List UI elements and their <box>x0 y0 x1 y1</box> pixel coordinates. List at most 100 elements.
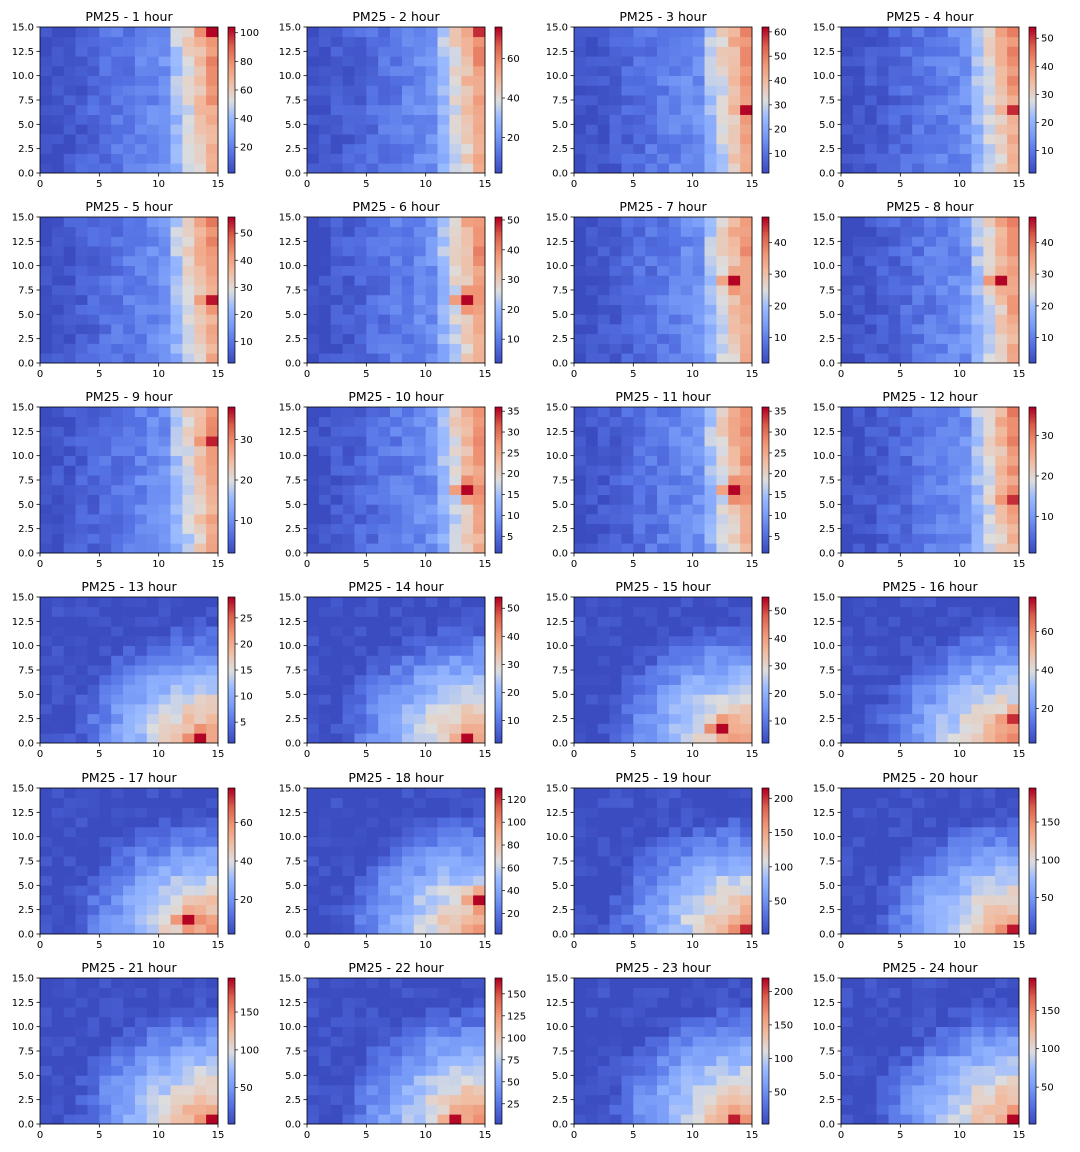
heatmap-cell <box>437 246 450 257</box>
colorbar-segment <box>1029 506 1036 510</box>
heatmap-cell <box>995 665 1008 676</box>
heatmap-cell <box>1007 694 1020 705</box>
heatmap-cell <box>900 104 913 115</box>
heatmap-cell <box>63 134 76 145</box>
heatmap-cell <box>449 655 462 666</box>
colorbar-segment <box>1029 450 1036 454</box>
panel-title: PM25 - 5 hour <box>85 199 173 214</box>
heatmap-cell <box>390 533 403 544</box>
heatmap-cell <box>704 163 717 174</box>
heatmap-cell <box>876 445 889 457</box>
colorbar-segment <box>762 436 769 440</box>
colorbar-segment <box>1029 518 1036 522</box>
heatmap-cell <box>413 723 427 734</box>
colorbar-segment <box>1029 170 1036 174</box>
colorbar-segment <box>495 129 502 133</box>
colorbar-segment <box>495 75 502 79</box>
heatmap-cell <box>401 95 415 106</box>
heatmap-cell <box>983 543 996 554</box>
colorbar-segment <box>762 679 769 683</box>
colorbar-segment <box>495 73 502 77</box>
heatmap-cell <box>585 733 599 744</box>
heatmap-cell <box>704 246 717 257</box>
colorbar-segment <box>228 39 235 42</box>
heatmap-cell <box>75 465 88 476</box>
heatmap-cell <box>609 134 622 145</box>
heatmap-cell <box>401 236 415 247</box>
colorbar-segment <box>495 504 502 508</box>
heatmap-cell <box>621 475 634 486</box>
heatmap-cell <box>912 153 925 164</box>
heatmap-cell <box>888 436 901 447</box>
colorbar-segment <box>762 338 769 342</box>
heatmap-cell <box>318 543 332 554</box>
colorbar-segment <box>495 302 502 305</box>
y-tick-label: 15.0 <box>546 23 568 34</box>
heatmap-cell <box>401 645 415 656</box>
colorbar-segment <box>495 355 502 359</box>
heatmap-cell <box>99 65 112 77</box>
heatmap-cell <box>40 674 53 685</box>
heatmap-cell <box>971 426 984 437</box>
colorbar-segment <box>495 358 502 361</box>
heatmap-cell <box>75 626 88 637</box>
heatmap-cell <box>146 626 160 637</box>
heatmap-cell <box>40 635 53 647</box>
heatmap-cell <box>680 635 694 647</box>
heatmap-cell <box>704 504 717 515</box>
heatmap-cell <box>841 704 854 715</box>
heatmap-cell <box>330 114 343 125</box>
colorbar-segment <box>1029 499 1036 503</box>
heatmap-cell <box>437 416 450 427</box>
heatmap-cell <box>318 626 332 637</box>
heatmap-cell <box>134 645 148 656</box>
colorbar-segment <box>228 34 235 38</box>
heatmap-cell <box>692 704 705 715</box>
heatmap-cell <box>413 674 427 685</box>
heatmap-cell <box>864 27 877 38</box>
heatmap-cell <box>473 314 486 325</box>
colorbar-segment <box>495 39 502 42</box>
colorbar-segment <box>495 691 502 695</box>
heatmap-cell <box>574 353 587 364</box>
heatmap-cell <box>645 416 658 427</box>
heatmap-cell <box>318 294 332 305</box>
heatmap-cell <box>657 353 670 364</box>
y-tick-label: 10.0 <box>546 451 568 462</box>
heatmap-cell <box>194 416 207 427</box>
heatmap-cell <box>935 333 949 344</box>
colorbar-segment <box>762 652 769 656</box>
heatmap-cell <box>413 343 427 354</box>
colorbar-segment <box>1029 431 1036 435</box>
heatmap-cell <box>924 114 937 125</box>
heatmap-cell <box>206 465 219 476</box>
colorbar-segment <box>495 484 502 488</box>
heatmap-cell <box>318 75 332 86</box>
heatmap-cell <box>366 75 379 86</box>
colorbar-segment <box>228 168 235 171</box>
heatmap-cell <box>437 616 450 627</box>
heatmap-cell <box>668 455 682 466</box>
heatmap-cell <box>728 333 741 344</box>
colorbar-segment <box>1029 545 1036 549</box>
heatmap-cell <box>194 465 207 476</box>
heatmap-cell <box>983 134 996 145</box>
heatmap-cell <box>971 723 984 734</box>
heatmap-cell <box>574 504 587 515</box>
heatmap-cell <box>461 674 474 685</box>
heatmap-cell <box>194 275 207 286</box>
heatmap-cell <box>645 236 658 247</box>
heatmap-cell <box>716 475 729 486</box>
heatmap-cell <box>633 655 646 666</box>
heatmap-cell <box>692 455 705 466</box>
heatmap-cell <box>876 713 889 724</box>
colorbar-segment <box>495 521 502 525</box>
colorbar-segment <box>228 441 235 444</box>
heatmap-cell <box>318 46 332 57</box>
heatmap-cell <box>170 606 183 617</box>
colorbar-tick-label: 40 <box>507 94 520 105</box>
colorbar-segment <box>762 294 769 298</box>
heatmap-cell <box>354 285 367 296</box>
